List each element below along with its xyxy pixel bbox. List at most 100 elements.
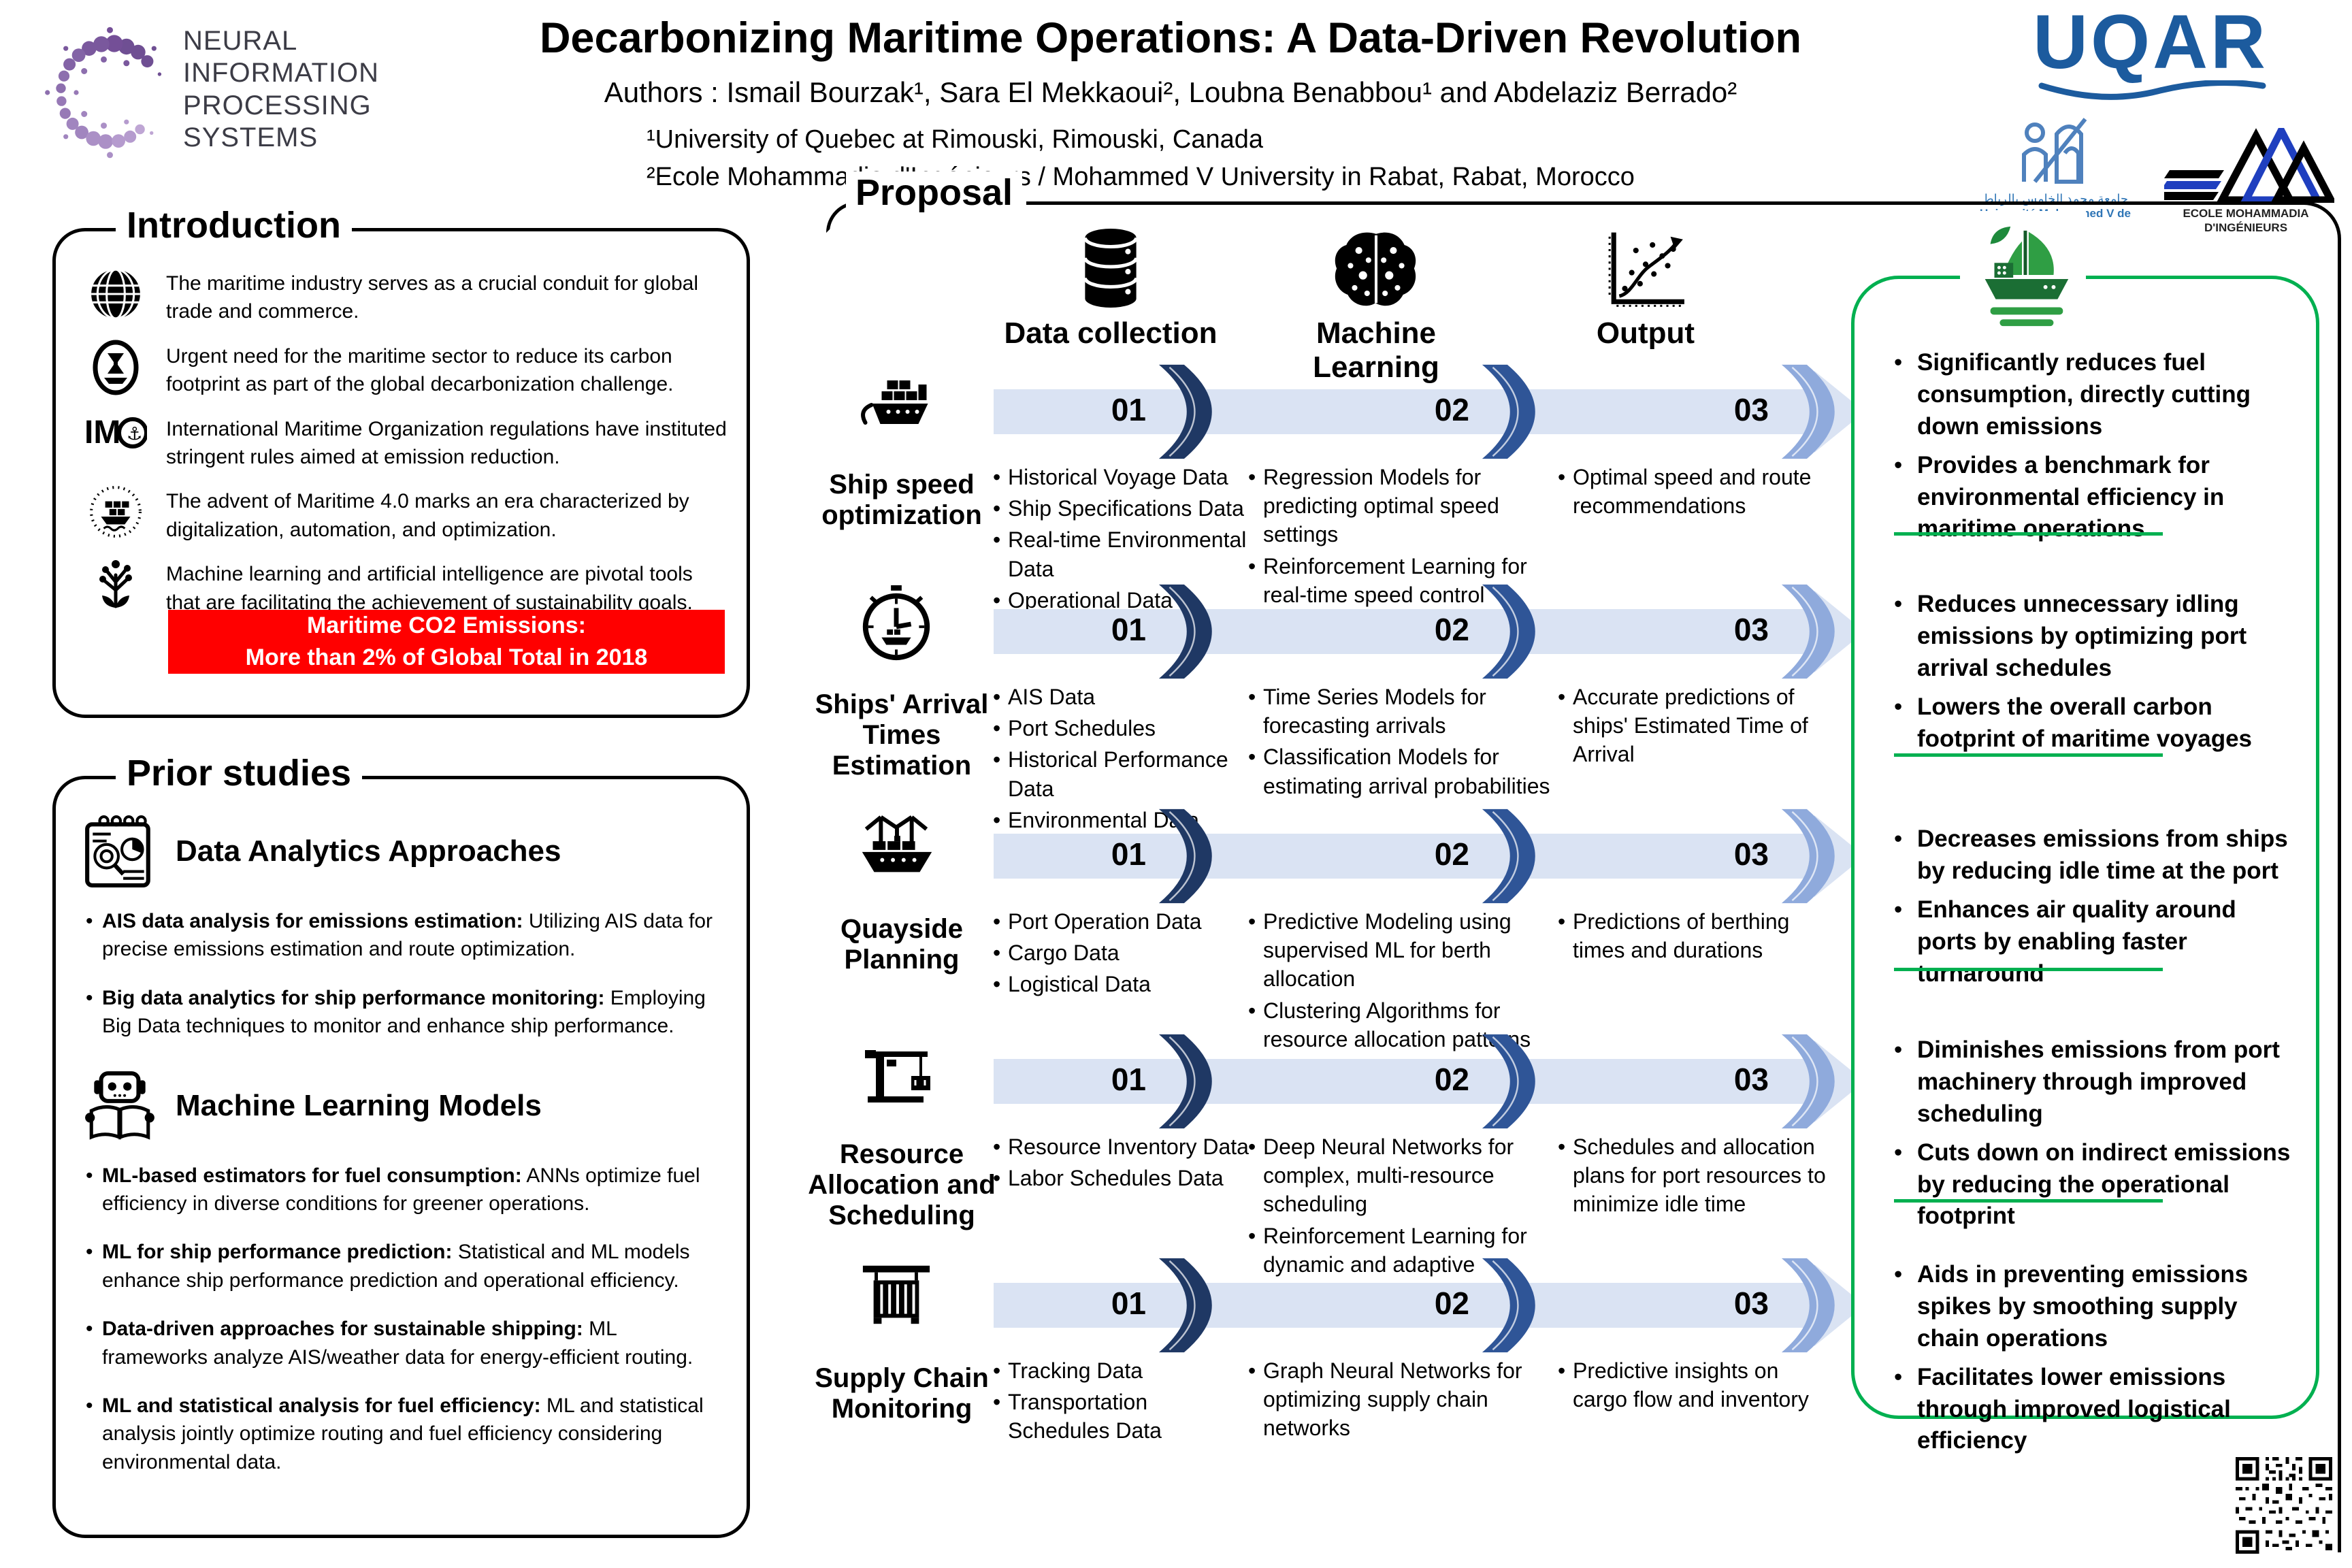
qr-code bbox=[2236, 1457, 2332, 1554]
prior-studies-section: Prior studies Data Analytics Approaches … bbox=[52, 752, 750, 1538]
bullet-item: AIS Data bbox=[990, 683, 1249, 711]
prior-bullet: ML and statistical analysis for fuel eff… bbox=[82, 1392, 723, 1476]
globe-icon bbox=[91, 268, 140, 320]
bullet-item: Port Operation Data bbox=[990, 907, 1249, 936]
bullet-item: Cargo Data bbox=[990, 938, 1249, 967]
ml-ai-icon bbox=[99, 560, 132, 608]
authors-line: Authors : Ismail Bourzak¹, Sara El Mekka… bbox=[604, 76, 1737, 108]
output-chart-icon bbox=[1608, 232, 1684, 307]
intro-bullet: The maritime industry serves as a crucia… bbox=[84, 267, 728, 326]
benefits-divider bbox=[1894, 532, 2163, 536]
chevron-step-1 bbox=[1158, 363, 1213, 460]
step-number: 03 bbox=[1733, 392, 1769, 427]
bullet-item: Logistical Data bbox=[990, 970, 1249, 998]
maritime-4-icon bbox=[90, 486, 142, 538]
proposal-title: Proposal bbox=[846, 172, 1023, 214]
bullet-item: Predictive Modeling using supervised ML … bbox=[1245, 907, 1558, 994]
intro-bullet-text: The advent of Maritime 4.0 marks an era … bbox=[166, 490, 689, 541]
step-number: 01 bbox=[1111, 1286, 1146, 1321]
intro-bullet-text: Urgent need for the maritime sector to r… bbox=[166, 344, 674, 396]
prior-bullet: ML for ship performance prediction: Stat… bbox=[82, 1238, 723, 1294]
column-label: Output bbox=[1596, 316, 1695, 350]
bullet-item: Classification Models for estimating arr… bbox=[1245, 742, 1558, 800]
process-arrow-band bbox=[994, 389, 1816, 434]
introduction-title: Introduction bbox=[116, 204, 352, 246]
proposal-frame bbox=[1026, 201, 2341, 1552]
bullet-item: Ship Specifications Data bbox=[990, 494, 1249, 523]
co2-banner-line2: More than 2% of Global Total in 2018 bbox=[245, 644, 648, 670]
step-number: 03 bbox=[1733, 1062, 1769, 1097]
prior-bullet: ML-based estimators for fuel consumption… bbox=[82, 1162, 723, 1218]
benefits-divider bbox=[1894, 968, 2163, 971]
report-analytics-icon bbox=[85, 815, 150, 887]
benefit-item: Lowers the overall carbon footprint of m… bbox=[1882, 691, 2296, 755]
co2-banner-line1: Maritime CO2 Emissions: bbox=[306, 612, 586, 638]
chevron-step-3 bbox=[1780, 1257, 1835, 1354]
bullet-item: Transportation Schedules Data bbox=[990, 1388, 1249, 1445]
prior-bullet: Data-driven approaches for sustainable s… bbox=[82, 1315, 723, 1371]
row-label-resource-allocation: Resource Allocation and Scheduling bbox=[808, 1139, 996, 1230]
bullet-item: Regression Models for predicting optimal… bbox=[1245, 463, 1558, 549]
benefit-item: Cuts down on indirect emissions by reduc… bbox=[1882, 1137, 2296, 1233]
step-number: 03 bbox=[1733, 836, 1769, 872]
benefits-divider bbox=[1894, 1199, 2163, 1203]
benefit-item: Diminishes emissions from port machinery… bbox=[1882, 1034, 2296, 1130]
chevron-step-3 bbox=[1780, 1033, 1835, 1130]
intro-bullet: Urgent need for the maritime sector to r… bbox=[84, 340, 728, 399]
benefits-divider bbox=[1894, 753, 2163, 757]
robot-book-icon bbox=[85, 1071, 154, 1140]
ship-clock-icon bbox=[862, 585, 930, 661]
row-label-arrival-times: Ships' Arrival Times Estimation bbox=[815, 689, 989, 781]
intro-bullet-text: International Maritime Organization regu… bbox=[166, 417, 727, 468]
bullet-item: Predictive insights on cargo flow and in… bbox=[1555, 1356, 1827, 1414]
bullet-item: Historical Performance Data bbox=[990, 745, 1249, 802]
prior-bullet: AIS data analysis for emissions estimati… bbox=[82, 907, 723, 964]
institution-logos: UQAR جامعة محمد الخامس بالرباط Universit… bbox=[1960, 4, 2341, 235]
svg-text:IM: IM bbox=[84, 414, 120, 451]
imo-icon: IM ⚓ bbox=[84, 414, 147, 451]
step-number: 03 bbox=[1733, 1286, 1769, 1321]
chevron-step-1 bbox=[1158, 808, 1213, 904]
column-data-collection: Data collection bbox=[988, 225, 1233, 350]
warehouse-icon bbox=[862, 1265, 930, 1324]
chevron-step-2 bbox=[1481, 583, 1536, 680]
process-arrow-band bbox=[994, 1283, 1816, 1328]
emi-logo-block: ECOLE MOHAMMADIA D'INGÉNIEURS bbox=[2159, 122, 2338, 235]
database-icon bbox=[1083, 229, 1139, 308]
benefit-item: Significantly reduces fuel consumption, … bbox=[1882, 347, 2296, 443]
intro-bullet-text: The maritime industry serves as a crucia… bbox=[166, 272, 698, 323]
hourglass-ship-icon bbox=[93, 340, 139, 395]
green-ship-wrap bbox=[1960, 211, 2086, 346]
chevron-step-2 bbox=[1481, 1033, 1536, 1130]
bullet-item: Predictions of berthing times and durati… bbox=[1555, 907, 1827, 964]
step-number: 02 bbox=[1434, 1286, 1469, 1321]
intro-bullet: IM ⚓ International Maritime Organization… bbox=[84, 412, 728, 472]
bullet-item: Operational Data bbox=[990, 586, 1249, 615]
process-arrow-band bbox=[994, 834, 1816, 879]
emi-logo-icon bbox=[2159, 122, 2338, 204]
bullet-item: Historical Voyage Data bbox=[990, 463, 1249, 491]
chevron-step-2 bbox=[1481, 1257, 1536, 1354]
bullet-item: Tracking Data bbox=[990, 1356, 1249, 1385]
bullet-item: Deep Neural Networks for complex, multi-… bbox=[1245, 1132, 1558, 1219]
benefit-item: Enhances air quality around ports by ena… bbox=[1882, 894, 2296, 990]
step-number: 02 bbox=[1434, 612, 1469, 647]
um5-logo-icon bbox=[2022, 118, 2087, 184]
proposal-row: 01 02 03 Resource Allocation and Schedul… bbox=[803, 1027, 1868, 1305]
bullet-item: Time Series Models for forecasting arriv… bbox=[1245, 683, 1558, 740]
proposal-row: 01 02 03 Ships' Arrival Times Estimation… bbox=[803, 577, 1868, 834]
prior-bullet: Big data analytics for ship performance … bbox=[82, 984, 723, 1041]
bullet-item: Schedules and allocation plans for port … bbox=[1555, 1132, 1827, 1219]
step-number: 02 bbox=[1434, 836, 1469, 872]
svg-text:⚓: ⚓ bbox=[127, 423, 142, 444]
proposal-row: 01 02 03 Quayside Planning Port Operatio… bbox=[803, 802, 1868, 1051]
chevron-step-3 bbox=[1780, 363, 1835, 460]
benefit-item: Reduces unnecessary idling emissions by … bbox=[1882, 589, 2296, 685]
uqar-wave-icon bbox=[2038, 80, 2266, 100]
green-ship-icon bbox=[1984, 226, 2068, 327]
intro-bullet: The advent of Maritime 4.0 marks an era … bbox=[84, 485, 728, 544]
cargo-ship-icon bbox=[860, 380, 928, 425]
benefits-panel: Significantly reduces fuel consumption, … bbox=[1851, 211, 2319, 1454]
bullet-item: Graph Neural Networks for optimizing sup… bbox=[1245, 1356, 1558, 1443]
column-label: Data collection bbox=[1004, 316, 1218, 350]
